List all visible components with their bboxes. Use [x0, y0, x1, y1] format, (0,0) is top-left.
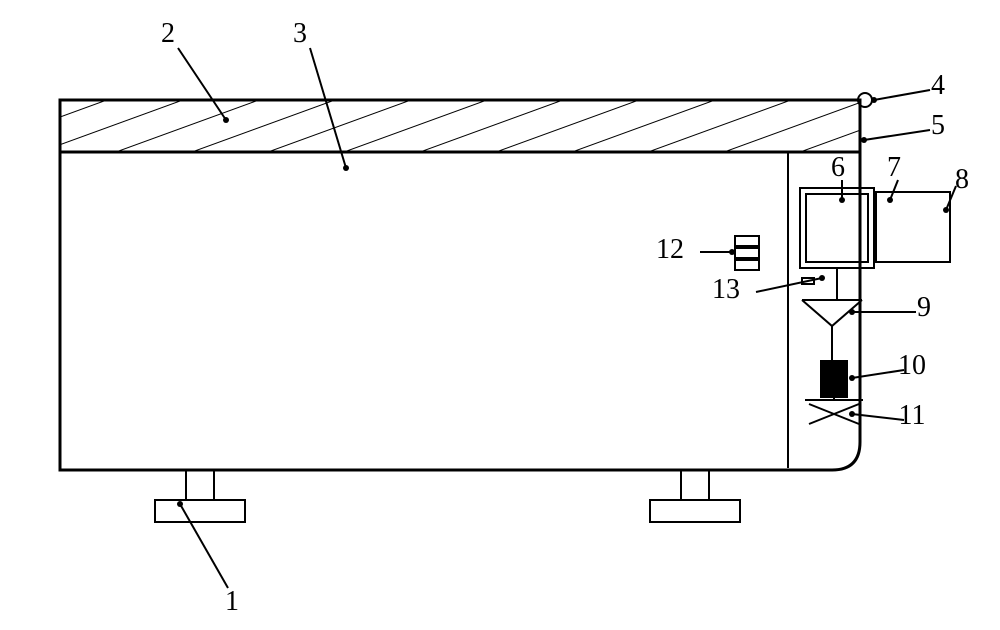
leader-dot-10: [849, 375, 855, 381]
leader-1: [180, 504, 228, 588]
label-1: 1: [225, 586, 239, 617]
leader-dot-6: [839, 197, 845, 203]
foot-base: [155, 500, 245, 522]
label-4: 4: [931, 70, 945, 101]
label-10: 10: [898, 350, 926, 381]
label-11: 11: [899, 400, 926, 431]
label-8: 8: [955, 164, 969, 195]
label-12: 12: [656, 234, 684, 265]
vent-slot: [735, 236, 759, 246]
label-3: 3: [293, 18, 307, 49]
label-2: 2: [161, 18, 175, 49]
leader-dot-1: [177, 501, 183, 507]
leader-dot-2: [223, 117, 229, 123]
label-5: 5: [931, 110, 945, 141]
foot-stem: [186, 470, 214, 500]
label-6: 6: [831, 152, 845, 183]
leader-5: [864, 130, 930, 140]
vent-slot: [735, 260, 759, 270]
motor-block: [820, 360, 848, 398]
leader-4: [874, 90, 930, 100]
foot-stem: [681, 470, 709, 500]
leader-dot-8: [943, 207, 949, 213]
foot-base: [650, 500, 740, 522]
leader-7: [890, 180, 898, 200]
leader-dot-9: [849, 309, 855, 315]
leader-dot-7: [887, 197, 893, 203]
label-13: 13: [712, 274, 740, 305]
housing-outline: [60, 100, 860, 470]
vent-slot: [735, 248, 759, 258]
label-9: 9: [917, 292, 931, 323]
leader-dot-5: [861, 137, 867, 143]
module-outer: [800, 188, 874, 268]
label-7: 7: [887, 152, 901, 183]
leader-dot-3: [343, 165, 349, 171]
leader-dot-11: [849, 411, 855, 417]
leader-dot-13: [819, 275, 825, 281]
leader-dot-4: [871, 97, 877, 103]
module-connector: [874, 227, 876, 228]
leader-dot-12: [729, 249, 735, 255]
external-block: [876, 192, 950, 262]
lid-section: [60, 100, 860, 152]
